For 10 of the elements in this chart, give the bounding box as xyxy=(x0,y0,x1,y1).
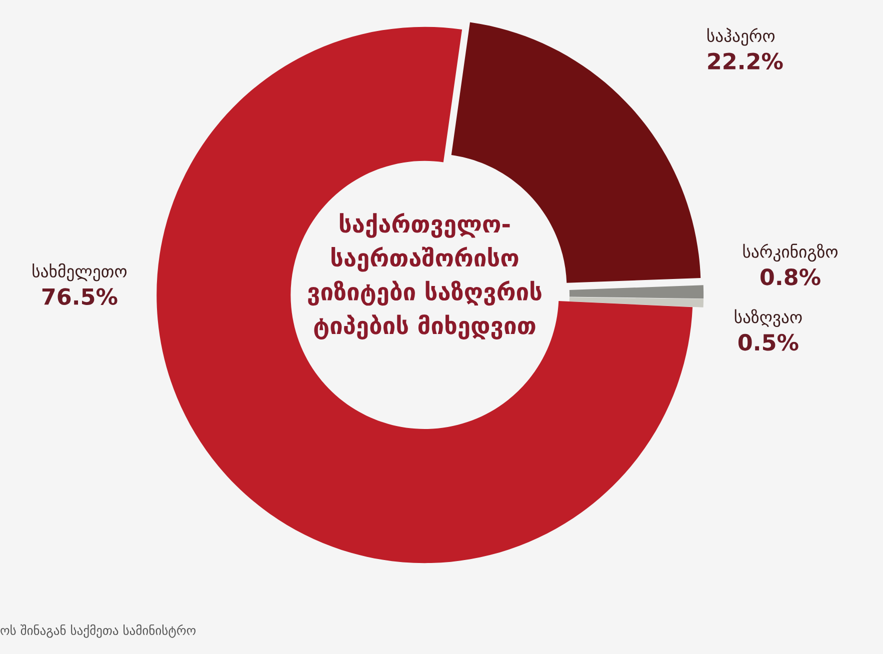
slice-label: საზღვაო xyxy=(734,309,802,327)
slice-label: სახმელეთო xyxy=(32,263,126,282)
data-label: 0.8% xyxy=(760,268,820,286)
data-label: 22.2% xyxy=(708,52,783,70)
text: ოს შინაგან საქმეთა სამინისტრო xyxy=(0,624,196,638)
data-label: 0.5% xyxy=(738,334,798,351)
data-label: 76.5% xyxy=(42,288,118,305)
slice-label: სარკინიგზო xyxy=(743,244,838,262)
text: საქართველო- საერთაშორისო ვიზიტები საზღვრის ტიპების მიხედვით xyxy=(308,212,542,340)
slice-label: საჰაერო xyxy=(707,28,775,46)
